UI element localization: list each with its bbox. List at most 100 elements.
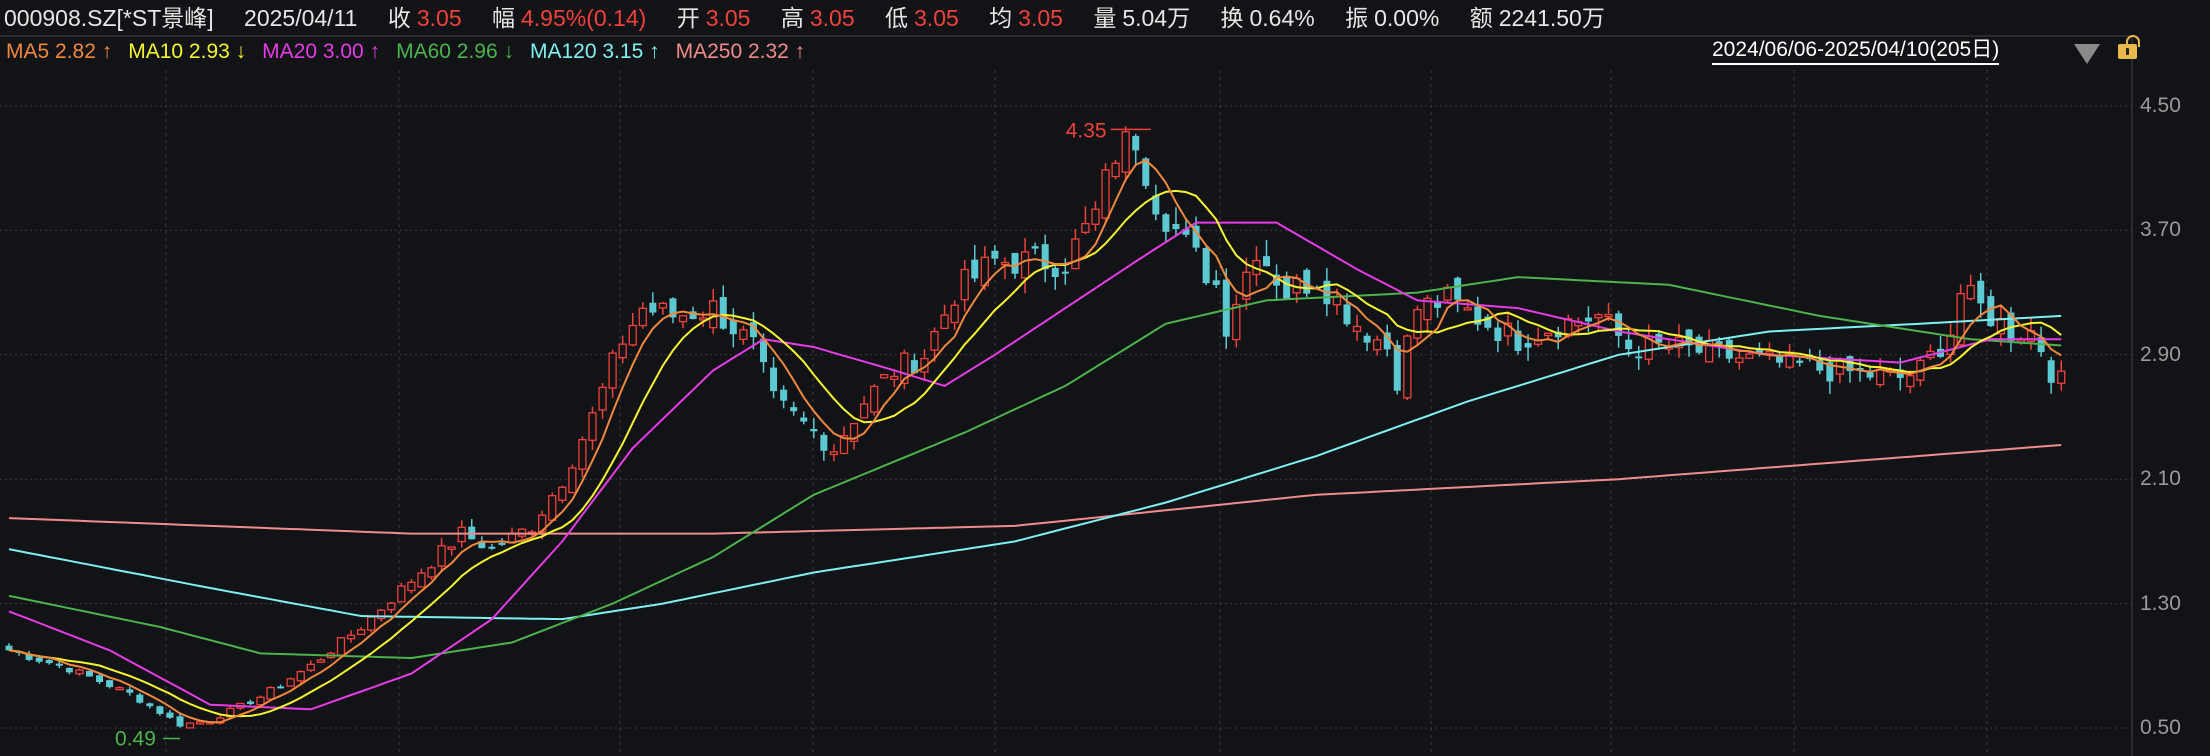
trend-arrow-icon: ↓ xyxy=(229,40,247,63)
candle xyxy=(96,675,104,683)
candle xyxy=(176,716,184,727)
candle xyxy=(1041,244,1049,270)
candles xyxy=(5,126,2066,729)
candle xyxy=(1142,158,1150,186)
candle xyxy=(849,422,859,442)
unlock-icon[interactable] xyxy=(2118,35,2140,59)
candle xyxy=(790,407,798,412)
candle xyxy=(1856,368,1864,371)
ma-legend: MA5 2.82 ↑ MA10 2.93 ↓ MA20 3.00 ↑ MA60 2.9… xyxy=(6,38,821,66)
candle xyxy=(1222,279,1230,337)
ma-value: MA120 3.15 xyxy=(530,40,644,63)
candle xyxy=(1132,135,1140,151)
candle xyxy=(1263,256,1270,267)
candle xyxy=(75,669,84,675)
candle xyxy=(498,542,506,545)
y-axis-label: 1.30 xyxy=(2140,591,2181,615)
quote-date: 2025/04/11 xyxy=(244,5,358,31)
candle xyxy=(1604,313,1613,318)
candle xyxy=(880,374,889,379)
ma-legend-item: MA20 3.00 ↑ xyxy=(262,40,380,63)
candle xyxy=(1816,359,1824,371)
candle xyxy=(1393,344,1401,391)
candle xyxy=(729,319,737,335)
close-value: 3.05 xyxy=(416,5,462,31)
candle xyxy=(1192,225,1200,248)
candle xyxy=(991,250,999,259)
ma-value: MA10 2.93 xyxy=(128,40,230,63)
triangle-down-icon[interactable] xyxy=(2074,44,2100,64)
candle xyxy=(1503,322,1513,337)
candle xyxy=(1363,335,1371,343)
candle xyxy=(1765,350,1774,355)
candle xyxy=(1434,301,1442,308)
candle xyxy=(1273,274,1281,286)
candle xyxy=(608,352,617,389)
ma20-line xyxy=(8,221,2062,711)
candle xyxy=(1554,331,1562,338)
candle xyxy=(1584,317,1592,322)
candle xyxy=(940,314,949,330)
candle xyxy=(146,703,154,707)
amplitude-value: 0.00% xyxy=(1374,5,1440,31)
candle xyxy=(25,654,33,660)
candle xyxy=(2047,360,2055,383)
candle xyxy=(719,297,727,329)
candle xyxy=(770,367,778,392)
candle xyxy=(296,670,305,682)
quote-bar: 000908.SZ[*ST景峰] 2025/04/11 收 3.05 幅 4.95%… xyxy=(4,2,1611,34)
candle xyxy=(1172,223,1180,230)
amount-value: 2241.50万 xyxy=(1498,5,1605,31)
candle xyxy=(1876,368,1885,386)
candle xyxy=(316,659,326,663)
volume-label: 量 xyxy=(1093,5,1117,31)
low-value: 3.05 xyxy=(914,5,959,31)
candle xyxy=(246,701,254,704)
candle xyxy=(136,694,144,703)
turnover-value: 0.64% xyxy=(1249,5,1315,31)
max-price-label: 4.35 xyxy=(1066,119,1107,142)
candle xyxy=(1987,296,1995,327)
ma-legend-item: MA10 2.93 ↓ xyxy=(128,40,246,63)
candle xyxy=(156,706,164,714)
candle xyxy=(1202,248,1210,284)
candle xyxy=(558,486,567,501)
candle xyxy=(377,609,386,620)
candle xyxy=(1826,362,1834,382)
candle xyxy=(1071,238,1080,270)
candle xyxy=(1615,313,1623,336)
candle xyxy=(417,572,426,588)
candle xyxy=(1101,169,1110,219)
candle xyxy=(1474,306,1482,325)
candle xyxy=(739,329,748,340)
ma-value: MA60 2.96 xyxy=(396,40,498,63)
candle xyxy=(1514,330,1522,351)
avg-label: 均 xyxy=(989,5,1013,31)
candle xyxy=(1020,251,1030,279)
candle xyxy=(1051,267,1059,278)
candle xyxy=(356,629,366,636)
candle xyxy=(588,412,597,441)
candle xyxy=(1715,341,1723,345)
candle xyxy=(1524,343,1532,348)
candle xyxy=(1121,131,1130,173)
candle xyxy=(669,298,677,318)
candle xyxy=(407,581,416,592)
y-axis-label: 0.50 xyxy=(2140,716,2181,739)
candle xyxy=(960,268,969,301)
ma-legend-item: MA120 3.15 ↑ xyxy=(530,40,660,63)
candle xyxy=(1081,222,1090,233)
trend-arrow-icon: ↑ xyxy=(643,40,660,63)
candle xyxy=(336,637,346,656)
candle xyxy=(1594,314,1603,319)
date-range-selector[interactable]: 2024/06/06-2025/04/10(205日) xyxy=(1712,37,2000,65)
open-label: 开 xyxy=(676,5,700,31)
candle xyxy=(1212,280,1220,286)
candle xyxy=(1343,304,1351,325)
trend-arrow-icon: ↑ xyxy=(363,40,381,63)
candle xyxy=(870,385,879,413)
candle xyxy=(1745,353,1754,359)
candle xyxy=(760,338,767,363)
candle xyxy=(1906,375,1915,388)
